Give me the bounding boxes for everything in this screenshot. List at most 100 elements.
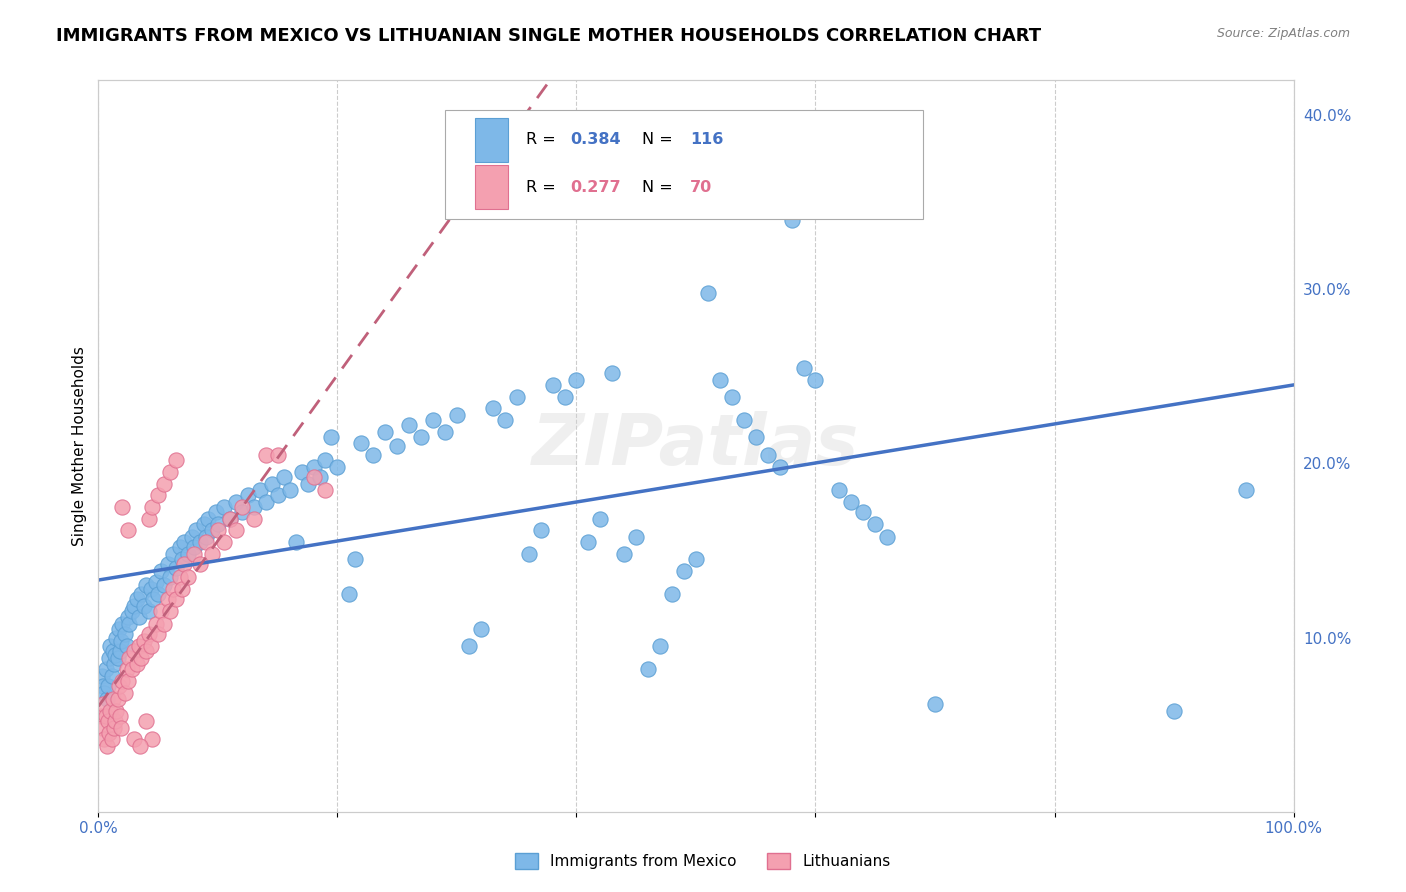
Immigrants from Mexico [165, 561, 187, 575]
Immigrants from Mexico [153, 578, 176, 592]
Lithuanians [100, 731, 122, 746]
Text: 116: 116 [690, 132, 723, 147]
Immigrants from Mexico [458, 640, 481, 654]
Lithuanians [169, 569, 191, 583]
Lithuanians [162, 582, 184, 596]
Immigrants from Mexico [363, 448, 385, 462]
Immigrants from Mexico [125, 592, 148, 607]
Text: R =: R = [526, 132, 561, 147]
Lithuanians [173, 558, 195, 572]
Immigrants from Mexico [142, 592, 165, 607]
Immigrants from Mexico [97, 679, 120, 693]
Immigrants from Mexico [107, 622, 129, 636]
Immigrants from Mexico [733, 413, 755, 427]
Immigrants from Mexico [841, 494, 863, 508]
Lithuanians [114, 686, 136, 700]
Lithuanians [139, 640, 162, 654]
Immigrants from Mexico [308, 470, 330, 484]
Lithuanians [115, 662, 138, 676]
FancyBboxPatch shape [446, 110, 922, 219]
Immigrants from Mexico [249, 483, 271, 497]
Immigrants from Mexico [212, 500, 235, 514]
Lithuanians [148, 488, 170, 502]
Immigrants from Mexico [828, 483, 851, 497]
Lithuanians [108, 709, 131, 723]
Immigrants from Mexico [470, 622, 492, 636]
Immigrants from Mexico [195, 530, 218, 544]
Immigrants from Mexico [115, 640, 138, 654]
Lithuanians [165, 592, 187, 607]
Immigrants from Mexico [481, 401, 505, 415]
Immigrants from Mexico [565, 373, 588, 387]
Lithuanians [156, 592, 179, 607]
Immigrants from Mexico [135, 578, 157, 592]
Immigrants from Mexico [302, 459, 325, 474]
Lithuanians [118, 651, 141, 665]
Immigrants from Mexico [236, 488, 259, 502]
Immigrants from Mexico [254, 494, 277, 508]
Immigrants from Mexico [145, 574, 167, 589]
Lithuanians [124, 731, 146, 746]
Text: 70: 70 [690, 180, 713, 194]
Immigrants from Mexico [350, 435, 373, 450]
Immigrants from Mexico [186, 523, 208, 537]
Immigrants from Mexico [180, 530, 202, 544]
Immigrants from Mexico [188, 534, 211, 549]
Immigrants from Mexico [138, 604, 160, 618]
Immigrants from Mexico [745, 430, 768, 444]
Text: 0.277: 0.277 [571, 180, 621, 194]
Immigrants from Mexico [709, 373, 731, 387]
Text: N =: N = [643, 180, 678, 194]
Lithuanians [225, 523, 247, 537]
Immigrants from Mexico [197, 512, 219, 526]
Immigrants from Mexico [648, 640, 672, 654]
Text: R =: R = [526, 180, 561, 194]
Lithuanians [98, 704, 122, 718]
Lithuanians [103, 721, 125, 735]
Immigrants from Mexico [91, 669, 114, 683]
Immigrants from Mexico [578, 534, 600, 549]
FancyBboxPatch shape [475, 165, 509, 210]
Lithuanians [105, 704, 128, 718]
Immigrants from Mexico [207, 517, 229, 532]
Legend: Immigrants from Mexico, Lithuanians: Immigrants from Mexico, Lithuanians [509, 847, 897, 875]
Lithuanians [188, 558, 211, 572]
Lithuanians [93, 731, 115, 746]
Lithuanians [90, 709, 112, 723]
Immigrants from Mexico [101, 644, 124, 658]
Lithuanians [129, 739, 152, 753]
Lithuanians [101, 691, 124, 706]
Lithuanians [117, 674, 139, 689]
Immigrants from Mexico [721, 390, 744, 404]
Lithuanians [124, 644, 146, 658]
Lithuanians [302, 470, 325, 484]
Lithuanians [104, 714, 127, 728]
Lithuanians [97, 714, 120, 728]
Immigrants from Mexico [554, 390, 576, 404]
Immigrants from Mexico [793, 360, 815, 375]
Lithuanians [315, 483, 337, 497]
Lithuanians [165, 453, 187, 467]
Immigrants from Mexico [924, 697, 946, 711]
Immigrants from Mexico [201, 523, 224, 537]
Lithuanians [254, 448, 277, 462]
Immigrants from Mexico [231, 505, 253, 519]
FancyBboxPatch shape [475, 118, 509, 161]
Text: ZIPatlas: ZIPatlas [533, 411, 859, 481]
Immigrants from Mexico [267, 488, 290, 502]
Immigrants from Mexico [613, 547, 636, 561]
Lithuanians [153, 477, 176, 491]
Immigrants from Mexico [385, 439, 409, 453]
Lithuanians [267, 448, 290, 462]
Immigrants from Mexico [91, 679, 114, 693]
Immigrants from Mexico [94, 662, 117, 676]
Immigrants from Mexico [96, 691, 118, 706]
Immigrants from Mexico [422, 413, 444, 427]
Immigrants from Mexico [105, 631, 128, 645]
Lithuanians [243, 512, 266, 526]
Text: IMMIGRANTS FROM MEXICO VS LITHUANIAN SINGLE MOTHER HOUSEHOLDS CORRELATION CHART: IMMIGRANTS FROM MEXICO VS LITHUANIAN SIN… [56, 27, 1042, 45]
Lithuanians [231, 500, 253, 514]
Immigrants from Mexico [118, 616, 141, 631]
Immigrants from Mexico [780, 212, 803, 227]
Text: Source: ZipAtlas.com: Source: ZipAtlas.com [1216, 27, 1350, 40]
